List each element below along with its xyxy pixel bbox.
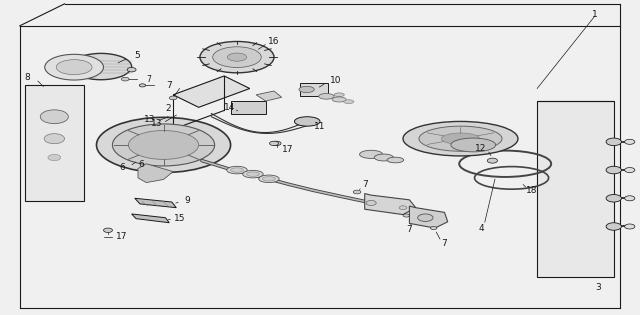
Ellipse shape — [227, 166, 247, 174]
Text: 2: 2 — [165, 104, 171, 113]
Text: 7: 7 — [442, 239, 447, 248]
Ellipse shape — [129, 130, 198, 159]
Circle shape — [127, 67, 136, 72]
Text: 8: 8 — [25, 73, 30, 82]
Text: 11: 11 — [314, 122, 326, 131]
Ellipse shape — [387, 157, 404, 163]
Circle shape — [140, 84, 146, 87]
Ellipse shape — [200, 42, 274, 73]
Text: 1: 1 — [592, 10, 598, 19]
Circle shape — [625, 168, 635, 173]
Ellipse shape — [319, 94, 334, 99]
Circle shape — [170, 96, 177, 100]
Circle shape — [487, 158, 497, 163]
Polygon shape — [256, 91, 282, 101]
Ellipse shape — [259, 175, 279, 183]
Circle shape — [269, 141, 278, 146]
Ellipse shape — [227, 53, 246, 61]
Text: 7: 7 — [147, 75, 151, 84]
Ellipse shape — [606, 166, 621, 174]
Circle shape — [366, 200, 376, 205]
Ellipse shape — [344, 100, 354, 104]
Circle shape — [625, 224, 635, 229]
Polygon shape — [173, 76, 250, 107]
Circle shape — [625, 196, 635, 201]
Ellipse shape — [360, 150, 383, 158]
Ellipse shape — [606, 138, 621, 146]
Text: 10: 10 — [330, 76, 341, 85]
Circle shape — [403, 214, 410, 217]
Text: 15: 15 — [173, 214, 185, 223]
Ellipse shape — [419, 126, 502, 151]
Circle shape — [48, 154, 61, 161]
Ellipse shape — [606, 223, 621, 230]
Ellipse shape — [97, 117, 230, 173]
Polygon shape — [138, 164, 173, 183]
Ellipse shape — [334, 93, 344, 97]
Ellipse shape — [70, 53, 132, 80]
Circle shape — [272, 141, 281, 146]
Text: 5: 5 — [134, 51, 140, 60]
Text: 6: 6 — [119, 163, 125, 172]
Text: 12: 12 — [476, 144, 486, 152]
Ellipse shape — [294, 117, 320, 126]
Text: 7: 7 — [166, 81, 172, 90]
Text: 7: 7 — [362, 180, 367, 189]
Circle shape — [353, 190, 361, 194]
Text: 17: 17 — [282, 145, 294, 154]
Ellipse shape — [606, 194, 621, 202]
Ellipse shape — [332, 97, 346, 102]
Polygon shape — [25, 85, 84, 201]
Text: 17: 17 — [116, 232, 128, 241]
Text: 9: 9 — [184, 196, 190, 205]
Text: 14: 14 — [223, 103, 235, 112]
Circle shape — [40, 110, 68, 123]
Circle shape — [122, 77, 129, 81]
Circle shape — [104, 228, 113, 232]
Ellipse shape — [212, 47, 261, 67]
Ellipse shape — [299, 86, 314, 93]
Ellipse shape — [451, 138, 495, 152]
Polygon shape — [410, 206, 448, 228]
Text: 6: 6 — [138, 160, 144, 169]
Bar — [300, 83, 328, 96]
Text: 13: 13 — [144, 115, 156, 124]
Polygon shape — [365, 193, 416, 215]
Polygon shape — [135, 198, 176, 208]
Ellipse shape — [262, 177, 275, 181]
Text: 3: 3 — [596, 283, 602, 292]
Text: 18: 18 — [526, 186, 538, 195]
Ellipse shape — [45, 54, 104, 80]
Text: 4: 4 — [478, 224, 484, 232]
Ellipse shape — [243, 170, 263, 178]
Ellipse shape — [113, 124, 214, 166]
Ellipse shape — [442, 133, 479, 144]
Ellipse shape — [246, 172, 259, 176]
Text: 7: 7 — [406, 225, 412, 234]
Circle shape — [625, 139, 635, 144]
Bar — [230, 101, 266, 114]
Ellipse shape — [230, 168, 243, 172]
Ellipse shape — [374, 154, 394, 161]
Polygon shape — [537, 101, 614, 277]
Ellipse shape — [56, 60, 92, 75]
Circle shape — [44, 134, 65, 144]
Circle shape — [418, 214, 433, 221]
Polygon shape — [132, 214, 170, 223]
Ellipse shape — [403, 122, 518, 156]
Text: 13: 13 — [152, 118, 163, 128]
Text: 16: 16 — [268, 37, 279, 46]
Circle shape — [431, 226, 437, 230]
Circle shape — [399, 206, 407, 209]
